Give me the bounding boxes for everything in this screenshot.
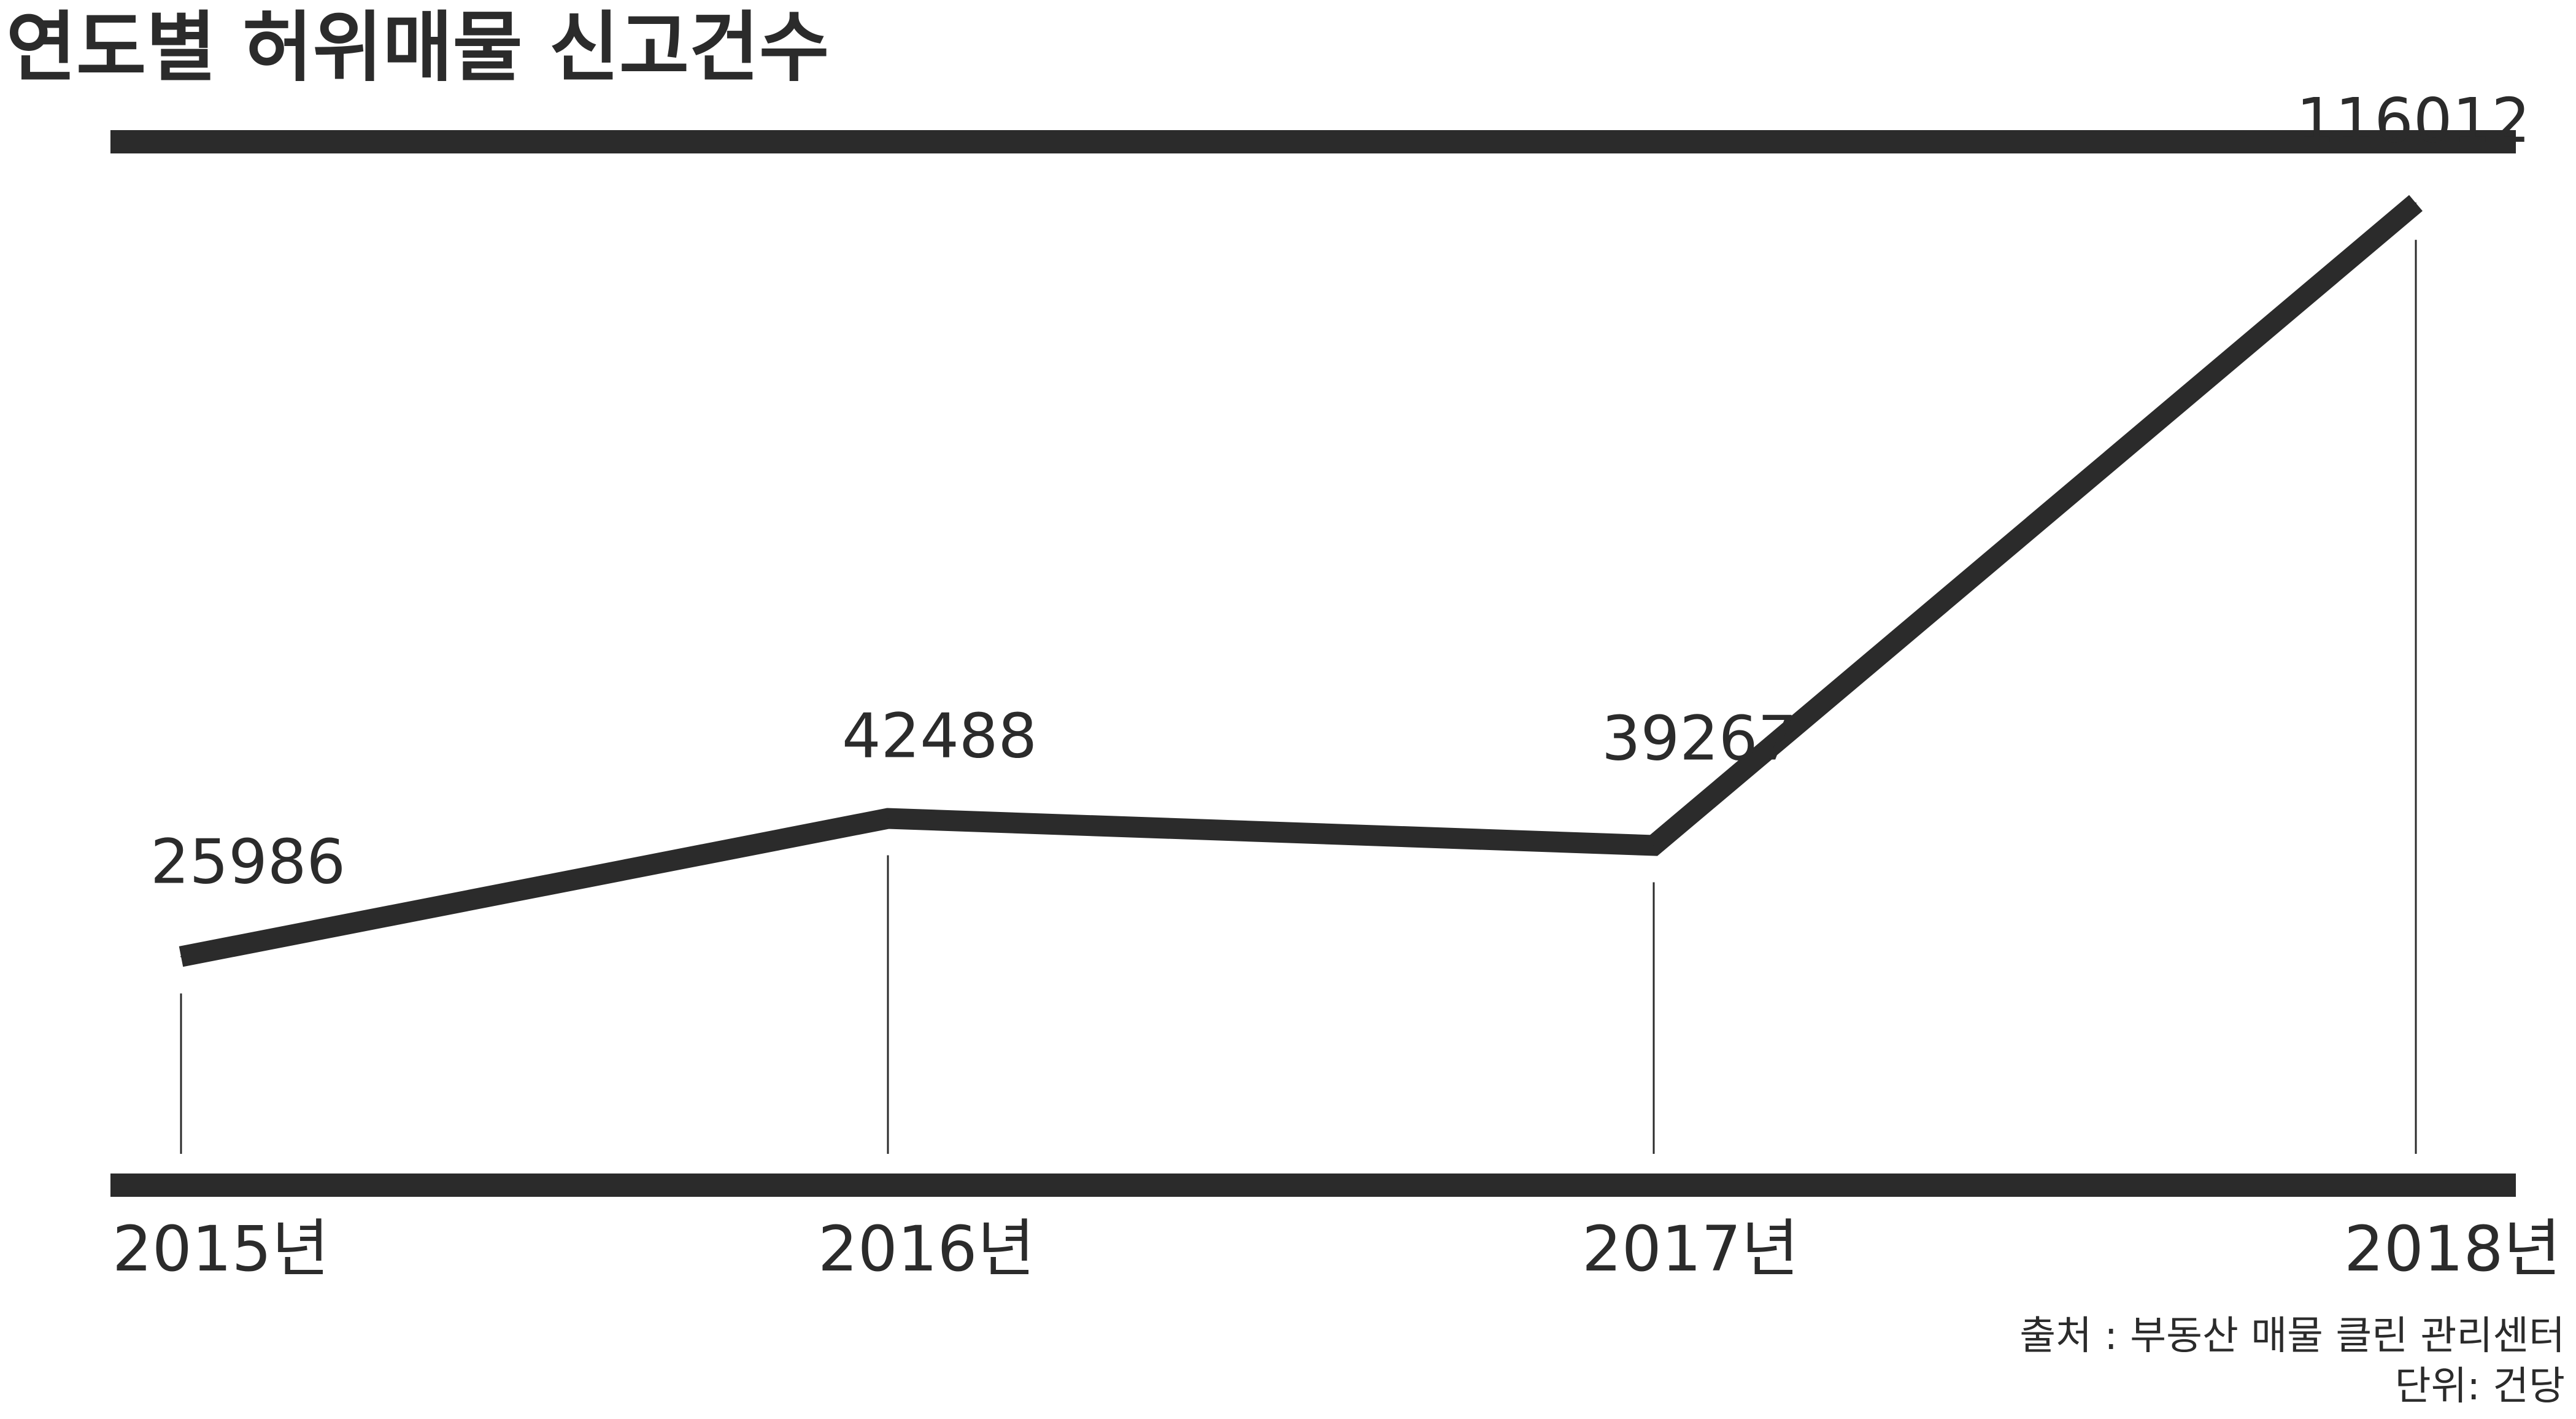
x-tick-label-2017년: 2017년 (1582, 1213, 1799, 1286)
data-label-2018년: 116012 (2296, 85, 2531, 157)
data-label-2016년: 42488 (842, 700, 1037, 772)
series-line-group (179, 195, 2423, 967)
unit-note: 단위: 건당 (2395, 1364, 2565, 1409)
data-labels: 25986 42488 39267 116012 (150, 85, 2531, 898)
data-point-2015년 (180, 956, 182, 957)
x-axis-baseline (110, 1173, 2516, 1197)
x-tick-label-2015년: 2015년 (112, 1213, 329, 1286)
data-point-2017년 (1653, 845, 1654, 846)
data-label-2015년: 25986 (150, 826, 345, 898)
x-tick-label-2016년: 2016년 (818, 1213, 1035, 1286)
top-rule (110, 130, 2516, 153)
data-point-2018년 (2415, 202, 2416, 204)
x-tick-labels: 2015년 2016년 2017년 2018년 (112, 1213, 2561, 1286)
x-tick-label-2018년: 2018년 (2344, 1213, 2561, 1286)
series-line (179, 195, 2423, 967)
chart-title: 연도별 허위매물 신고건수 (6, 4, 829, 92)
source-note: 출처 : 부동산 매물 클린 관리센터 (2019, 1313, 2565, 1359)
data-label-2017년: 39267 (1602, 702, 1797, 774)
data-point-2016년 (887, 818, 889, 819)
drop-lines (180, 239, 2417, 1154)
